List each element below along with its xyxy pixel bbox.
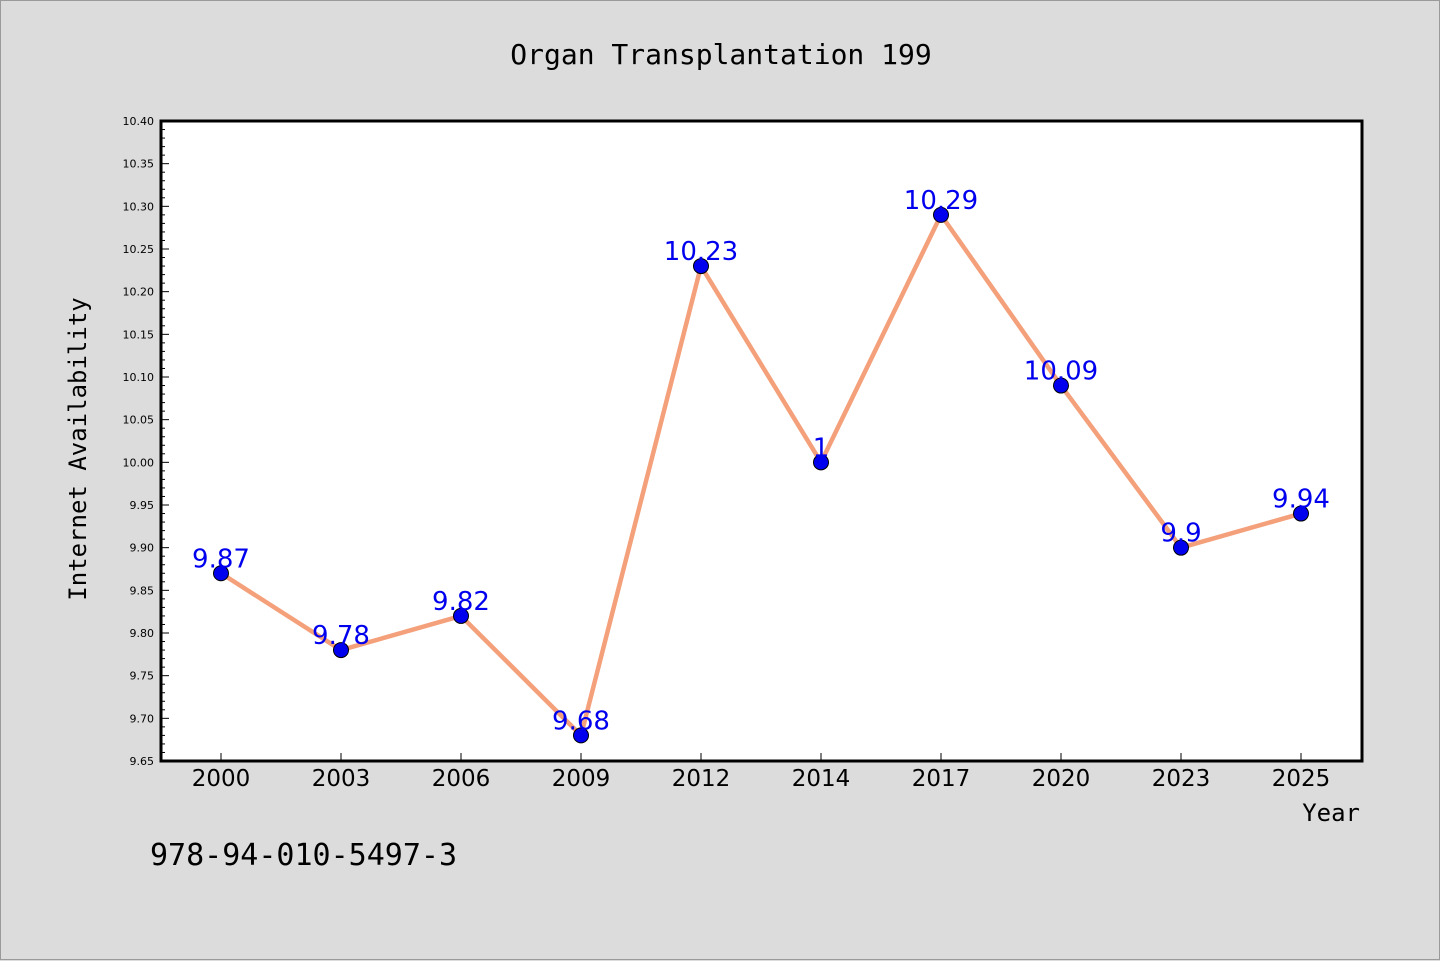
data-point xyxy=(1173,539,1189,556)
data-point xyxy=(333,642,349,659)
x-tick-label: 2017 xyxy=(912,766,971,792)
data-label: 10.29 xyxy=(904,186,978,216)
data-point xyxy=(813,454,829,471)
y-axis-label: Internet Availability xyxy=(64,297,92,600)
y-tick-label: 10.05 xyxy=(123,414,155,427)
data-label: 9.9 xyxy=(1160,519,1201,549)
x-tick-label: 2003 xyxy=(312,766,371,792)
y-tick-label: 9.85 xyxy=(130,584,155,597)
data-label: 10.09 xyxy=(1024,357,1098,387)
isbn-text: 978-94-010-5497-3 xyxy=(150,838,457,873)
y-tick-label: 9.70 xyxy=(130,712,155,725)
plot-area xyxy=(161,121,1362,761)
x-tick-label: 2009 xyxy=(552,766,611,792)
data-label: 9.87 xyxy=(192,544,250,574)
data-point xyxy=(693,258,709,275)
series-markers xyxy=(213,206,1309,744)
y-tick-label: 10.25 xyxy=(123,243,155,256)
x-tick-label: 2012 xyxy=(672,766,731,792)
x-axis-label: Year xyxy=(1302,799,1360,827)
y-tick-label: 9.95 xyxy=(130,499,155,512)
data-label: 9.68 xyxy=(552,706,610,736)
x-tick-label: 2000 xyxy=(192,766,251,792)
series-line xyxy=(219,212,1302,738)
plot-frame xyxy=(159,119,1364,763)
y-tick-label: 10.30 xyxy=(123,200,155,213)
x-tick-label: 2020 xyxy=(1032,766,1091,792)
data-label: 10.23 xyxy=(664,237,738,267)
y-tick-label: 10.40 xyxy=(123,115,155,128)
data-label: 9.82 xyxy=(432,587,490,617)
data-label: 1 xyxy=(813,433,830,463)
y-tick-label: 10.15 xyxy=(123,328,155,341)
y-tick-label: 10.10 xyxy=(123,371,155,384)
data-label: 9.78 xyxy=(312,621,370,651)
y-tick-label: 10.20 xyxy=(123,286,155,299)
y-tick-label: 9.80 xyxy=(130,627,155,640)
y-tick-label: 10.35 xyxy=(123,158,155,171)
data-point xyxy=(1053,377,1069,394)
data-point xyxy=(1293,505,1309,522)
x-tick-label: 2023 xyxy=(1152,766,1211,792)
data-point xyxy=(573,727,589,744)
x-tick-label: 2025 xyxy=(1272,766,1331,792)
y-tick-label: 9.90 xyxy=(130,542,155,555)
data-label: 9.94 xyxy=(1272,485,1330,515)
x-axis: 2000 2003 2006 2009 2012 2014 2017 2020 2023 2025 xyxy=(192,753,1331,792)
data-point xyxy=(453,607,469,624)
y-tick-label: 9.65 xyxy=(130,755,155,768)
x-tick-label: 2006 xyxy=(432,766,491,792)
data-labels: 9.87 9.78 9.82 9.68 10.23 1 10.29 10.09 9.9 9.94 xyxy=(192,186,1330,737)
data-point xyxy=(933,206,949,223)
data-point xyxy=(213,565,229,582)
y-tick-label: 9.75 xyxy=(130,670,155,683)
chart-title: Organ Transplantation 199 xyxy=(510,38,931,71)
y-tick-label: 10.00 xyxy=(123,456,155,469)
x-tick-label: 2014 xyxy=(792,766,851,792)
